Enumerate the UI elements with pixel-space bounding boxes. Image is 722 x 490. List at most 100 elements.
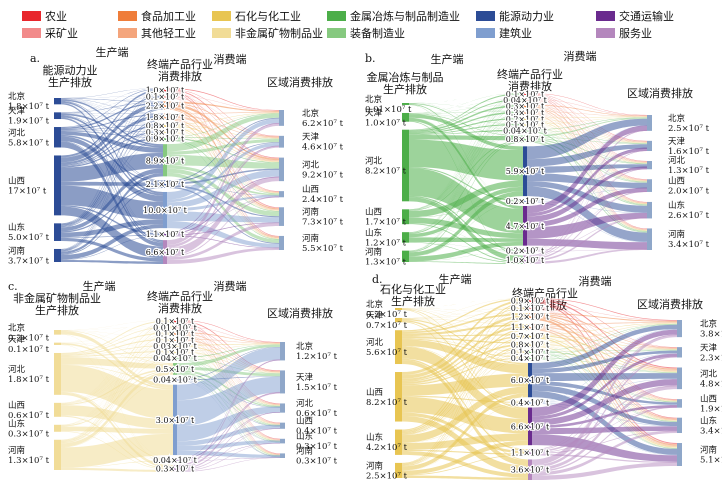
flow-terminal-5-region-2	[532, 343, 677, 373]
terminal-value: 0.7×10⁷ t	[511, 332, 550, 341]
flow-source-4-terminal-7	[409, 141, 523, 234]
flow-terminal-9-region-2	[527, 167, 647, 201]
flow-source-2-terminal-0	[402, 298, 528, 332]
flow-terminal-10-region-4	[177, 442, 280, 461]
flow-source-1-terminal-3	[402, 318, 528, 325]
flow-source-0-terminal-7	[402, 308, 528, 357]
terminal-node-metal	[523, 129, 527, 132]
terminal-value: 0.1×10⁷ t	[156, 336, 195, 345]
legend-label: 石化与化工业	[235, 10, 301, 23]
region-name: 山西	[668, 176, 685, 187]
flow-terminal-7-region-5	[167, 172, 279, 244]
flow-source-3-terminal-9	[409, 201, 523, 218]
region-value: 2.6×10⁷ t	[668, 211, 710, 221]
flow-source-2-terminal-8	[402, 339, 528, 374]
flow-source-1-terminal-9	[402, 320, 528, 402]
region-node-4	[677, 417, 682, 434]
flow-source-1-terminal-0	[409, 93, 523, 114]
region-value: 2.5×10⁷ t	[668, 124, 710, 134]
region-value: 1.3×10⁷ t	[668, 166, 710, 176]
region-title: 区域消费排放	[267, 306, 333, 320]
flow-source-5-terminal-4	[409, 119, 523, 252]
region-title: 区域消费排放	[637, 297, 703, 311]
producer-value: 5.6×10⁷ t	[366, 348, 408, 358]
flow-source-4-terminal-6	[61, 139, 163, 228]
flow-source-0-terminal-9	[61, 330, 173, 388]
region-value: 0.3×10⁷ t	[296, 457, 338, 467]
region-value: 0.3×10⁷ t	[296, 442, 338, 452]
flow-source-5-terminal-1	[61, 97, 163, 250]
producer-value: 3.7×10⁷ t	[8, 256, 50, 266]
terminal-node-equip	[173, 363, 177, 375]
flow-terminal-11-region-3	[527, 191, 647, 251]
flow-source-0-terminal-11	[409, 104, 523, 250]
flow-terminal-8-region-0	[177, 347, 280, 380]
flow-source-1-terminal-9	[61, 115, 163, 196]
terminal-value: 0.9×10⁷ t	[511, 297, 550, 306]
producer-name: 天津	[365, 107, 383, 118]
flow-source-4-terminal-1	[409, 100, 523, 233]
consumption-title: 消费端	[579, 274, 612, 288]
producer-node-1	[54, 342, 61, 345]
flow-source-4-terminal-3	[61, 340, 173, 426]
terminal-node-mining	[173, 326, 177, 329]
region-name: 河南	[302, 207, 319, 218]
terminal-node-agri	[528, 298, 532, 304]
flow-source-3-terminal-10	[409, 217, 523, 239]
terminal-node-service	[523, 249, 527, 252]
flow-source-4-terminal-2	[409, 106, 523, 233]
producer-name: 山东	[366, 432, 383, 443]
flow-source-4-terminal-0	[61, 321, 173, 425]
flow-source-2-terminal-3	[61, 338, 173, 356]
flow-terminal-12-region-3	[532, 406, 677, 473]
flow-source-5-terminal-0	[61, 321, 173, 441]
flow-terminal-9-region-4	[177, 440, 280, 451]
flow-terminal-6-region-1	[167, 137, 279, 140]
flow-terminal-10-region-5	[527, 238, 647, 250]
flow-source-4-terminal-5	[402, 345, 528, 435]
flow-source-5-terminal-12	[402, 475, 528, 480]
flow-terminal-11-region-4	[532, 430, 677, 454]
terminal-value: 0.8×10⁷ t	[506, 135, 545, 144]
terminal-value: 0.1×10⁷ t	[511, 304, 550, 313]
region-value: 2.0×10⁷ t	[668, 187, 710, 197]
terminal-node-light	[173, 338, 177, 341]
flow-terminal-3-region-3	[532, 327, 677, 401]
flow-terminal-1-region-3	[532, 308, 677, 400]
flow-terminal-7-region-0	[177, 344, 280, 367]
flow-terminal-9-region-1	[167, 142, 279, 203]
terminal-node-transport	[163, 232, 167, 237]
flow-source-4-terminal-1	[402, 308, 528, 431]
terminal-node-transport	[523, 206, 527, 246]
flow-terminal-0-region-0	[177, 320, 280, 343]
flow-source-5-terminal-3	[409, 113, 523, 252]
flow-terminal-7-region-1	[167, 139, 279, 155]
terminal-title-line1: 终端产品行业	[497, 67, 563, 81]
flow-source-0-terminal-5	[409, 103, 523, 124]
flow-source-5-terminal-5	[409, 125, 523, 252]
legend-label: 金属冶炼与制品制造业	[350, 10, 460, 23]
flow-source-4-terminal-6	[409, 131, 523, 233]
region-node-1	[647, 140, 652, 152]
flow-source-3-terminal-4	[61, 124, 163, 166]
flow-terminal-0-region-2	[532, 299, 677, 369]
producer-value: 17×10⁷ t	[8, 186, 47, 196]
flow-terminal-0-region-2	[167, 89, 279, 159]
region-node-5	[279, 235, 284, 250]
producer-value: 0.2×10⁷ t	[366, 310, 408, 320]
flow-source-4-terminal-10	[409, 237, 523, 242]
flow-source-2-terminal-4	[61, 124, 163, 131]
flow-source-5-terminal-9	[61, 433, 173, 468]
flow-terminal-4-region-0	[177, 343, 280, 346]
terminal-value: 1.1×10⁷ t	[511, 448, 550, 457]
flow-terminal-12-region-1	[527, 150, 647, 258]
flow-source-5-terminal-6	[402, 352, 528, 467]
flow-terminal-10-region-2	[527, 166, 647, 223]
terminal-title-line2: 消费排放	[158, 69, 202, 83]
flow-terminal-0-region-5	[177, 322, 280, 454]
region-name: 山西	[302, 184, 319, 195]
terminal-value: 10.0×10⁷ t	[143, 206, 187, 215]
flow-terminal-1-region-1	[532, 307, 677, 348]
producer-node-2	[395, 330, 402, 365]
terminal-node-metal	[163, 136, 167, 141]
